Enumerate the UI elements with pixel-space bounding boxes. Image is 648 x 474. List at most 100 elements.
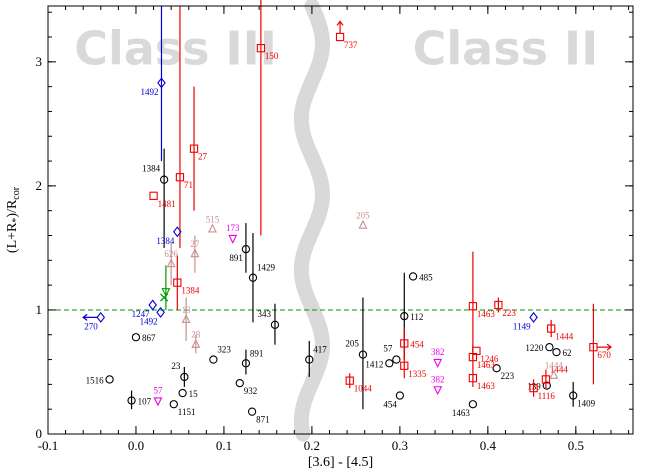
marker-diamond xyxy=(173,226,182,238)
data-points: 1384 867 1516 107 23 15 1151 323 932 871 891 1429 89… xyxy=(82,0,613,425)
point-label: 27 xyxy=(190,239,200,249)
marker-circle xyxy=(305,355,314,364)
data-point: 323 xyxy=(209,345,231,364)
marker-square xyxy=(335,32,345,42)
data-point: 1463 xyxy=(452,400,478,418)
data-point: 1335 xyxy=(400,353,427,379)
marker-circle xyxy=(385,359,394,368)
point-label: 1481 xyxy=(158,199,176,209)
point-label: 139 xyxy=(527,382,541,392)
point-label: 1384 xyxy=(181,286,200,296)
point-label: 62 xyxy=(562,348,571,358)
x-tick-label: 0.1 xyxy=(216,438,232,453)
region-label-class-ii: Class II xyxy=(413,21,599,75)
marker-circle xyxy=(270,320,280,329)
marker-circle xyxy=(127,396,136,405)
point-label: 1444 xyxy=(555,332,574,342)
point-label: 1492 xyxy=(140,87,158,97)
marker-triangle-down xyxy=(228,234,238,244)
marker-diamond xyxy=(156,306,165,318)
marker-triangle xyxy=(191,338,201,348)
data-point: 891 xyxy=(241,348,263,375)
point-label: 1335 xyxy=(408,369,427,379)
marker-diamond xyxy=(157,77,166,89)
marker-triangle xyxy=(358,219,368,229)
data-point: 1444 xyxy=(547,319,574,342)
marker-square xyxy=(256,44,266,53)
x-tick-label: 0.5 xyxy=(568,438,584,453)
data-point: 871 xyxy=(247,407,270,425)
marker-square xyxy=(400,361,409,370)
point-label: 382 xyxy=(431,347,445,357)
data-point: 867 xyxy=(131,333,156,343)
data-point: 1220 xyxy=(525,343,554,353)
point-label: 112 xyxy=(410,312,423,322)
marker-circle xyxy=(105,375,114,384)
marker-square xyxy=(541,375,551,384)
marker-circle xyxy=(392,355,401,364)
point-label: 1444 xyxy=(550,364,569,374)
marker-square xyxy=(529,383,538,393)
data-point: 891 xyxy=(229,223,251,273)
marker-circle xyxy=(408,272,418,281)
data-point: 382 xyxy=(431,347,445,368)
data-point: 1516 xyxy=(86,375,114,385)
y-axis-title: (L+R*)/Rcor xyxy=(5,186,22,253)
data-point: 270 xyxy=(82,311,106,331)
marker-square xyxy=(149,191,158,200)
data-point: 223 xyxy=(492,364,515,381)
data-point: 139 xyxy=(527,381,551,392)
data-point: 1247 xyxy=(132,299,157,319)
point-label: 626 xyxy=(164,249,178,259)
data-point: 1409 xyxy=(569,381,596,409)
point-label: 1463 xyxy=(477,360,496,370)
data-point: 1384 xyxy=(142,148,169,248)
y-tick-label: 0 xyxy=(36,426,43,441)
marker-circle xyxy=(241,245,251,254)
marker-diamond xyxy=(96,311,106,323)
marker-circle xyxy=(400,311,409,321)
x-tick-label: 0.3 xyxy=(392,438,408,453)
data-point: 15 xyxy=(178,388,198,399)
point-label: 1463 xyxy=(477,309,496,319)
x-tick-label: 0.2 xyxy=(304,438,320,453)
data-point: 28 xyxy=(191,330,201,354)
data-point: 626 xyxy=(164,241,178,286)
point-label: 107 xyxy=(138,397,152,407)
point-label: 932 xyxy=(244,386,257,396)
data-point: 1463 xyxy=(468,251,496,360)
marker-triangle xyxy=(181,314,191,324)
data-point: 1044 xyxy=(345,373,372,394)
data-point: 737 xyxy=(335,20,358,50)
data-point xyxy=(160,293,169,302)
marker-circle xyxy=(468,400,478,409)
marker-circle xyxy=(542,381,551,390)
x-tick-label: 0.0 xyxy=(128,438,144,453)
marker-circle xyxy=(545,343,554,352)
data-point: 107 xyxy=(127,390,152,410)
marker-square xyxy=(547,324,556,333)
data-point: 13 xyxy=(181,297,191,341)
marker-triangle xyxy=(190,248,200,258)
data-point: 1116 xyxy=(529,379,555,401)
data-point: 71 xyxy=(175,6,193,248)
marker-circle xyxy=(492,364,501,373)
data-point: 515 xyxy=(206,214,220,233)
marker-circle xyxy=(131,333,141,342)
point-label: 27 xyxy=(198,152,208,162)
marker-circle xyxy=(241,359,251,368)
marker-square xyxy=(175,173,185,182)
data-point: 205 xyxy=(345,297,368,410)
data-point: 1463 xyxy=(468,369,495,391)
point-label: 343 xyxy=(257,309,271,319)
y-axis-title-part2: )/R xyxy=(5,199,20,218)
region-label-class-iii: Class III xyxy=(74,21,277,75)
point-label: 417 xyxy=(313,345,327,355)
point-label: 891 xyxy=(250,348,263,358)
data-point: 27 xyxy=(190,235,200,273)
marker-circle xyxy=(235,378,244,388)
point-label: 454 xyxy=(383,400,397,410)
marker-triangle xyxy=(208,223,217,233)
point-label: 28 xyxy=(191,330,201,340)
